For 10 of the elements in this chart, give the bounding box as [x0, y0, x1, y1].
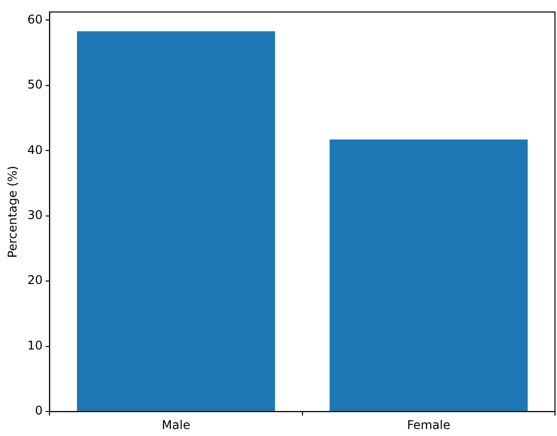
- x-tick-label: Male: [162, 418, 190, 432]
- y-tick-label: 30: [27, 208, 43, 222]
- y-tick-label: 20: [27, 273, 43, 288]
- x-tick-label: Female: [406, 418, 450, 432]
- y-tick-label: 10: [27, 338, 43, 352]
- y-tick-label: 50: [27, 78, 43, 92]
- y-tick-label: 0: [35, 404, 43, 418]
- y-tick-label: 60: [27, 12, 43, 26]
- y-tick-label: 40: [27, 142, 43, 157]
- y-axis-title: Percentage (%): [5, 166, 20, 258]
